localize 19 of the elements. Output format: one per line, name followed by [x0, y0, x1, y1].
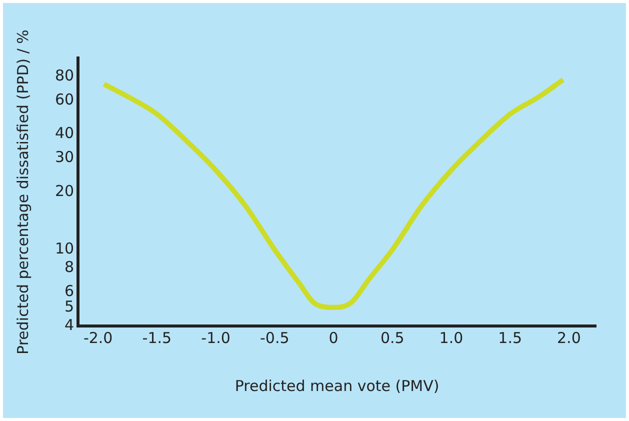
x-tick-label: 2.0 [557, 328, 581, 347]
x-tick-label: -1.5 [142, 328, 172, 347]
y-tick-label: 20 [54, 182, 74, 200]
y-tick-label: 8 [64, 258, 74, 276]
x-tick-label: -2.0 [83, 328, 113, 347]
y-tick-label: 30 [54, 148, 74, 166]
x-tick-label: 0.5 [380, 328, 404, 347]
x-tick-label: -1.0 [201, 328, 230, 347]
y-tick-label: 4 [64, 316, 74, 334]
y-axis-title: Predicted percentage dissatisfied (PPD) / % [14, 30, 32, 354]
y-tick-label: 60 [54, 90, 74, 108]
x-axis-title: Predicted mean vote (PMV) [234, 376, 440, 395]
x-tick-label: 1.5 [498, 328, 522, 347]
x-tick-label: -0.5 [260, 328, 290, 347]
y-tick-label: 40 [54, 124, 74, 142]
y-tick-label: 10 [54, 240, 74, 258]
x-tick-label: 0 [328, 328, 338, 347]
x-tick-label: 1.0 [439, 328, 464, 347]
y-tick-label: 80 [54, 66, 74, 84]
